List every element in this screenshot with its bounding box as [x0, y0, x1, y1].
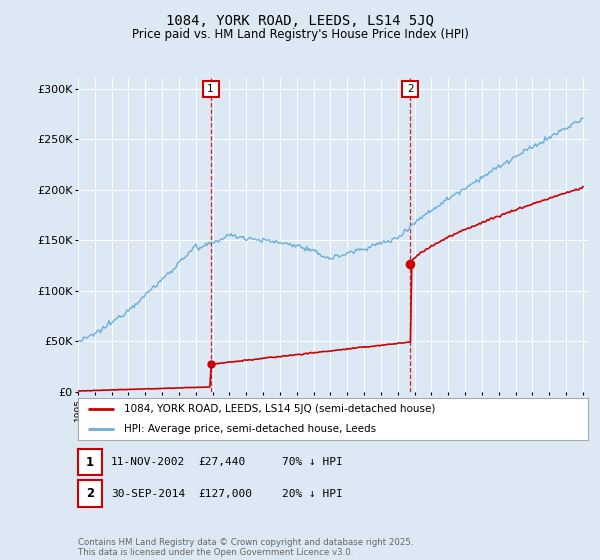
Text: Contains HM Land Registry data © Crown copyright and database right 2025.
This d: Contains HM Land Registry data © Crown c… — [78, 538, 413, 557]
Text: 30-SEP-2014: 30-SEP-2014 — [111, 489, 185, 499]
Text: 70% ↓ HPI: 70% ↓ HPI — [282, 457, 343, 467]
Text: 20% ↓ HPI: 20% ↓ HPI — [282, 489, 343, 499]
Text: 1084, YORK ROAD, LEEDS, LS14 5JQ (semi-detached house): 1084, YORK ROAD, LEEDS, LS14 5JQ (semi-d… — [124, 404, 435, 414]
Text: 2: 2 — [86, 487, 94, 501]
Text: 1: 1 — [207, 83, 214, 94]
Text: 11-NOV-2002: 11-NOV-2002 — [111, 457, 185, 467]
Text: Price paid vs. HM Land Registry's House Price Index (HPI): Price paid vs. HM Land Registry's House … — [131, 28, 469, 41]
Text: 1: 1 — [86, 455, 94, 469]
Text: £127,000: £127,000 — [198, 489, 252, 499]
Text: £27,440: £27,440 — [198, 457, 245, 467]
Text: HPI: Average price, semi-detached house, Leeds: HPI: Average price, semi-detached house,… — [124, 424, 376, 434]
Text: 1084, YORK ROAD, LEEDS, LS14 5JQ: 1084, YORK ROAD, LEEDS, LS14 5JQ — [166, 14, 434, 28]
Text: 2: 2 — [407, 83, 414, 94]
